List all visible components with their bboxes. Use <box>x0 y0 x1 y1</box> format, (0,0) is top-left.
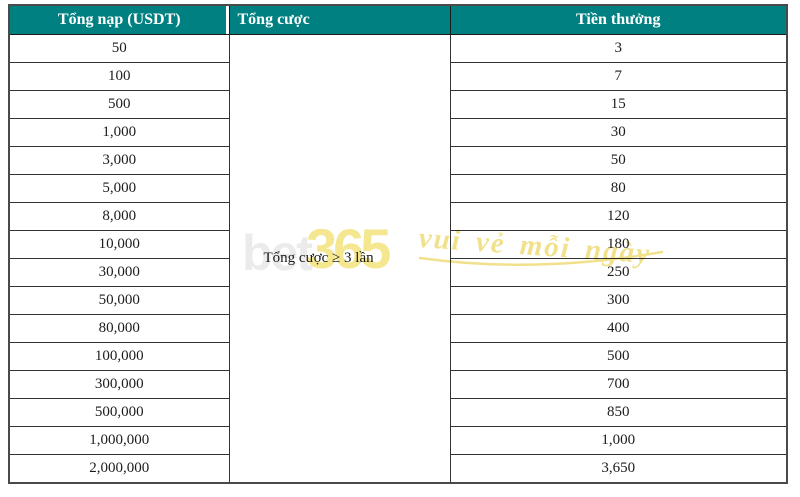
table-row: 1,000,000 1,000 <box>8 426 788 455</box>
bonus-table: Tổng nạp (USDT) Tổng cược Tiền thưởng 50… <box>8 4 788 484</box>
table-row: 100,000 500 <box>8 342 788 371</box>
deposit-cell: 1,000 <box>8 118 230 147</box>
deposit-cell: 500,000 <box>8 398 230 427</box>
bonus-cell: 180 <box>449 230 788 259</box>
header-total-deposit: Tổng nạp (USDT) <box>8 4 230 35</box>
table-row: 8,000 120 <box>8 202 788 231</box>
bonus-cell: 300 <box>449 286 788 315</box>
table-row: 100 7 <box>8 62 788 91</box>
bonus-cell: 7 <box>449 62 788 91</box>
header-bonus: Tiền thưởng <box>449 4 788 35</box>
table-row: 3,000 50 <box>8 146 788 175</box>
bonus-cell: 400 <box>449 314 788 343</box>
header-row: Tổng nạp (USDT) Tổng cược Tiền thưởng <box>8 4 788 35</box>
bonus-cell: 1,000 <box>449 426 788 455</box>
table-row: 50 Tổng cược ≥ 3 lần 3 <box>8 34 788 484</box>
table-row: 2,000,000 3,650 <box>8 454 788 484</box>
table-row: 300,000 700 <box>8 370 788 399</box>
bonus-cell: 15 <box>449 90 788 119</box>
header-total-bet: Tổng cược <box>228 4 451 35</box>
table-row: 500,000 850 <box>8 398 788 427</box>
table-header: Tổng nạp (USDT) Tổng cược Tiền thưởng <box>8 4 788 35</box>
table-row: 1,000 30 <box>8 118 788 147</box>
bonus-cell: 250 <box>449 258 788 287</box>
bonus-cell: 50 <box>449 146 788 175</box>
bonus-cell: 30 <box>449 118 788 147</box>
total-bet-requirement-cell: Tổng cược ≥ 3 lần <box>228 34 451 484</box>
deposit-cell: 3,000 <box>8 146 230 175</box>
bonus-cell: 120 <box>449 202 788 231</box>
bonus-cell: 700 <box>449 370 788 399</box>
deposit-cell: 50 <box>8 34 230 63</box>
bonus-cell: 3 <box>449 34 788 63</box>
table-body: 50 Tổng cược ≥ 3 lần 3 100 7 500 15 1,000 30 3,00… <box>8 34 788 484</box>
table-row: 50,000 300 <box>8 286 788 315</box>
table-row: 500 15 <box>8 90 788 119</box>
bonus-cell: 850 <box>449 398 788 427</box>
deposit-cell: 8,000 <box>8 202 230 231</box>
deposit-cell: 30,000 <box>8 258 230 287</box>
deposit-cell: 500 <box>8 90 230 119</box>
deposit-cell: 5,000 <box>8 174 230 203</box>
deposit-cell: 100 <box>8 62 230 91</box>
deposit-cell: 50,000 <box>8 286 230 315</box>
table-row: 80,000 400 <box>8 314 788 343</box>
deposit-cell: 1,000,000 <box>8 426 230 455</box>
deposit-cell: 10,000 <box>8 230 230 259</box>
deposit-cell: 80,000 <box>8 314 230 343</box>
bonus-cell: 500 <box>449 342 788 371</box>
deposit-cell: 2,000,000 <box>8 454 230 484</box>
bonus-cell: 80 <box>449 174 788 203</box>
deposit-cell: 300,000 <box>8 370 230 399</box>
bonus-cell: 3,650 <box>449 454 788 484</box>
deposit-cell: 100,000 <box>8 342 230 371</box>
